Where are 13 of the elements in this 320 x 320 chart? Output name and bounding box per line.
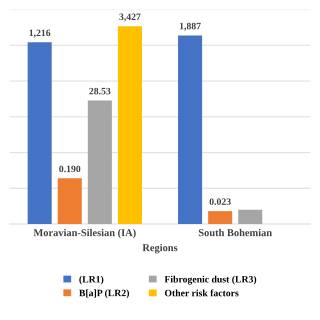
x-tick-label: Moravian-Silesian (IA) [34, 228, 136, 238]
data-label: 28.53 [89, 88, 110, 94]
legend-label: Fibrogenic dust (LR3) [164, 276, 256, 285]
x-axis-title: Regions [142, 244, 178, 254]
data-label: 3,427 [119, 14, 141, 22]
legend-label: (LR1) [79, 276, 104, 285]
x-tick-label: South Bohemian [198, 228, 272, 236]
legend-label: B[a]P (LR2) [79, 289, 130, 298]
data-label: 0.023 [210, 198, 231, 205]
data-label: 1,887 [180, 22, 201, 31]
data-label: 0.190 [59, 166, 80, 172]
legend-label: Other risk factors [164, 289, 239, 296]
data-label: 1,216 [30, 30, 50, 38]
